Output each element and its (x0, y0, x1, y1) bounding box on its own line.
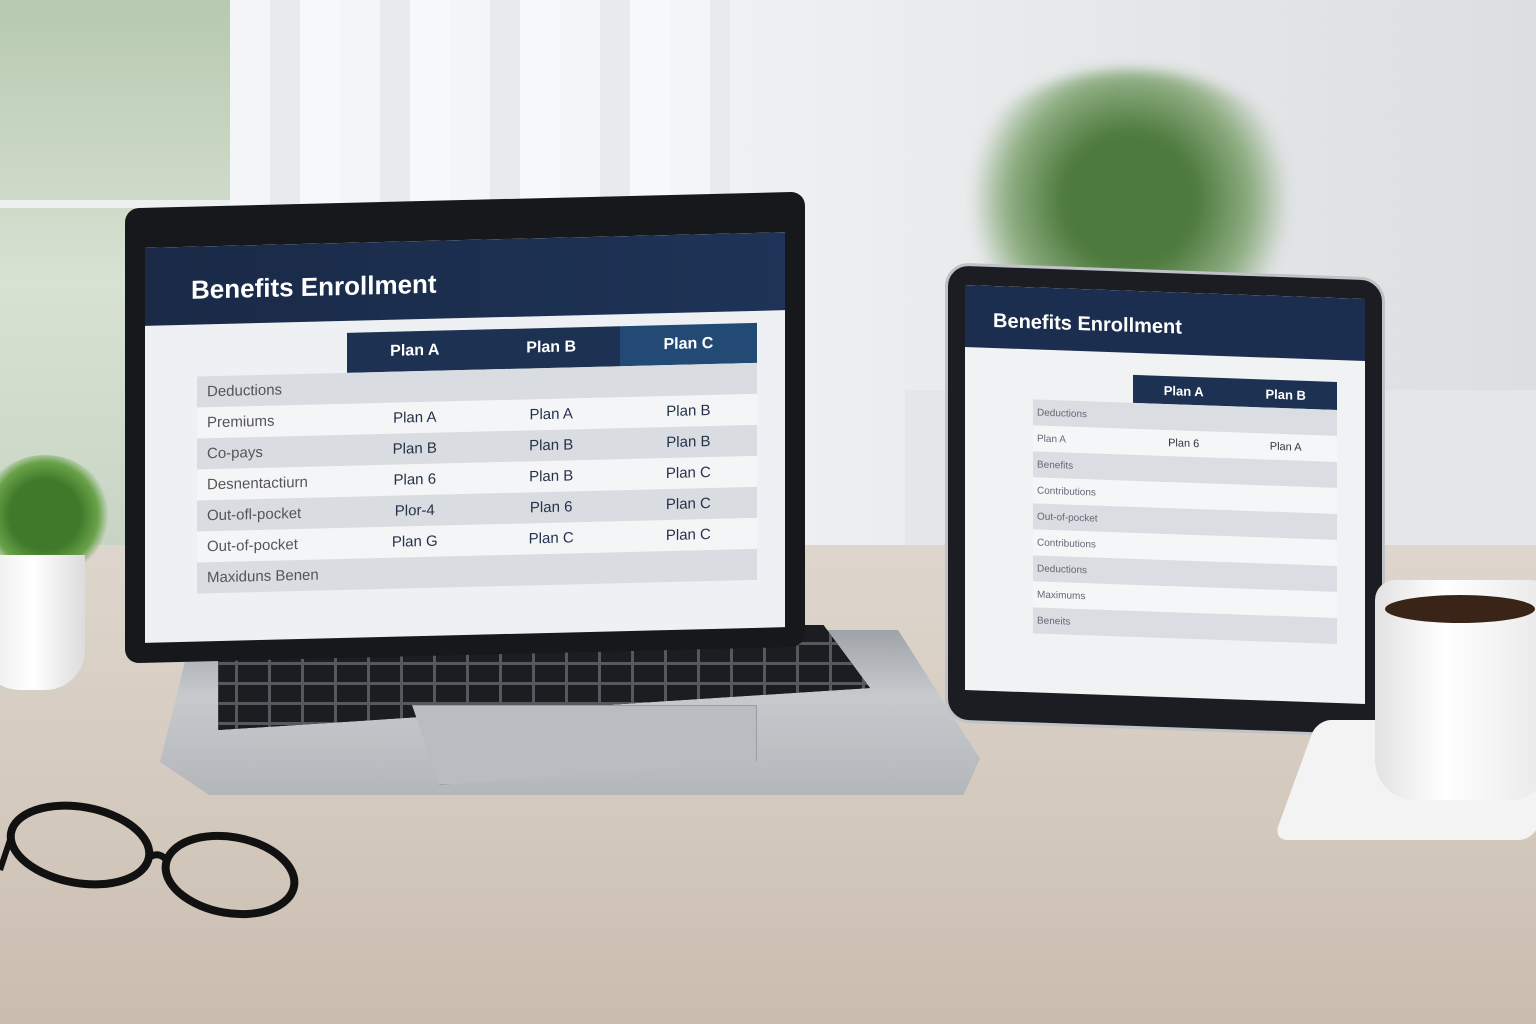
plan-cell[interactable]: Plan C (482, 521, 620, 556)
plan-cell[interactable] (1234, 458, 1337, 489)
plant-pot (0, 555, 85, 690)
column-header[interactable]: Plan C (619, 322, 757, 367)
column-header[interactable]: Plan B (482, 326, 620, 370)
row-label: Plan A (1033, 425, 1133, 455)
row-label: Contributions (1033, 477, 1133, 507)
plan-cell[interactable] (347, 555, 483, 590)
column-header[interactable]: Plan A (347, 329, 483, 373)
plan-cell[interactable] (1133, 558, 1235, 589)
plan-cell[interactable] (619, 362, 757, 398)
plan-cell[interactable] (1234, 484, 1337, 515)
plan-cell[interactable]: Plan 6 (1133, 428, 1235, 459)
plan-cell[interactable] (1234, 588, 1337, 619)
plan-cell[interactable] (1133, 480, 1235, 511)
plan-cell[interactable] (619, 548, 757, 584)
plan-cell[interactable]: Plan B (482, 459, 620, 494)
plan-cell[interactable] (1234, 562, 1337, 593)
row-label: Maximums (1033, 581, 1133, 611)
plan-cell[interactable] (1133, 454, 1235, 485)
page-title: Benefits Enrollment (145, 232, 785, 326)
corner-cell (1033, 371, 1133, 402)
plan-cell[interactable]: Plan C (619, 455, 757, 491)
row-label: Out-ofl-pocket (197, 496, 347, 532)
plan-cell[interactable]: Plan A (482, 397, 620, 432)
plan-cell[interactable] (1133, 584, 1235, 615)
plan-comparison-table: Plan A Plan B Plan C Deductions Premiums P… (197, 322, 757, 594)
row-label: Deductions (197, 372, 347, 408)
eyeglasses (0, 801, 299, 919)
plan-cell[interactable] (1133, 402, 1235, 433)
plan-cell[interactable] (347, 369, 483, 404)
plan-cell[interactable] (1234, 406, 1337, 437)
tablet-screen: Benefits Enrollment Plan A Plan B Deduct… (965, 285, 1365, 704)
plan-cell[interactable]: Plan 6 (347, 462, 483, 497)
plan-cell[interactable]: Plan 6 (482, 490, 620, 525)
plan-cell[interactable]: Plan B (619, 393, 757, 429)
plan-cell[interactable] (482, 366, 620, 401)
plan-cell[interactable]: Plor-4 (347, 493, 483, 528)
row-label: Out-of-pocket (197, 527, 347, 563)
plan-cell[interactable] (1234, 536, 1337, 567)
plan-cell[interactable]: Plan C (619, 486, 757, 522)
row-label: Premiums (197, 403, 347, 439)
plan-cell[interactable]: Plan B (619, 424, 757, 460)
laptop-screen: Benefits Enrollment Plan A Plan B Plan C… (145, 232, 785, 643)
plan-cell[interactable]: Plan A (347, 400, 483, 435)
column-header[interactable]: Plan A (1133, 374, 1235, 407)
row-label: Contributions (1033, 529, 1133, 559)
row-label: Out-of-pocket (1033, 503, 1133, 533)
plan-cell[interactable] (482, 552, 620, 587)
corner-cell (197, 333, 347, 377)
row-label: Deductions (1033, 555, 1133, 585)
tablet-plan-table: Plan A Plan B Deductions Plan A Plan 6 Plan… (1033, 371, 1337, 645)
plan-cell[interactable] (1133, 532, 1235, 563)
row-label: Benefits (1033, 451, 1133, 481)
plan-cell[interactable]: Plan C (619, 517, 757, 553)
plan-cell[interactable] (1133, 506, 1235, 537)
row-label: Deductions (1033, 399, 1133, 429)
plan-cell[interactable]: Plan B (347, 431, 483, 466)
column-header[interactable]: Plan B (1234, 378, 1337, 411)
plan-cell[interactable] (1234, 510, 1337, 541)
row-label: Beneits (1033, 607, 1133, 637)
row-label: Desnentactiurn (197, 465, 347, 501)
plan-cell[interactable]: Plan A (1234, 432, 1337, 463)
plan-cell[interactable] (1133, 610, 1235, 641)
plan-cell[interactable] (1234, 614, 1337, 645)
row-label: Co-pays (197, 434, 347, 470)
coffee (1385, 595, 1535, 623)
plan-cell[interactable]: Plan G (347, 524, 483, 559)
row-label: Maxiduns Benen (197, 558, 347, 594)
plan-cell[interactable]: Plan B (482, 428, 620, 463)
tablet-page-title: Benefits Enrollment (965, 285, 1365, 361)
